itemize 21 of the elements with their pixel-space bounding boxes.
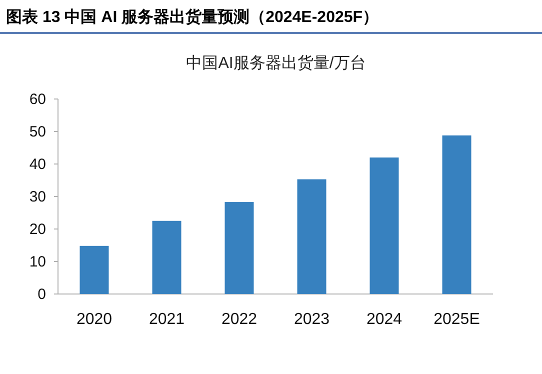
x-tick-label: 2023: [294, 311, 330, 328]
bar: [224, 202, 254, 294]
chart-subtitle: 中国AI服务器出货量/万台: [186, 54, 366, 72]
y-tick-label: 20: [29, 221, 46, 238]
x-tick-label: 2020: [76, 311, 112, 328]
chart-title: 图表 13 中国 AI 服务器出货量预测（2024E-2025F）: [6, 8, 379, 26]
x-tick-label: 2022: [221, 311, 258, 328]
bar: [80, 246, 109, 294]
bar: [152, 220, 182, 294]
y-tick-label: 30: [29, 188, 46, 206]
x-tick-label: 2025E: [434, 311, 480, 328]
x-tick-label: 2024: [366, 311, 402, 328]
y-tick-label: 0: [38, 286, 46, 303]
bar: [442, 135, 472, 294]
y-tick-label: 50: [29, 124, 46, 140]
bar: [297, 179, 326, 294]
y-tick-label: 40: [29, 156, 46, 173]
y-tick-label: 60: [29, 91, 46, 108]
y-tick-label: 10: [29, 254, 46, 270]
bar: [370, 158, 399, 294]
x-tick-label: 2021: [148, 311, 185, 328]
